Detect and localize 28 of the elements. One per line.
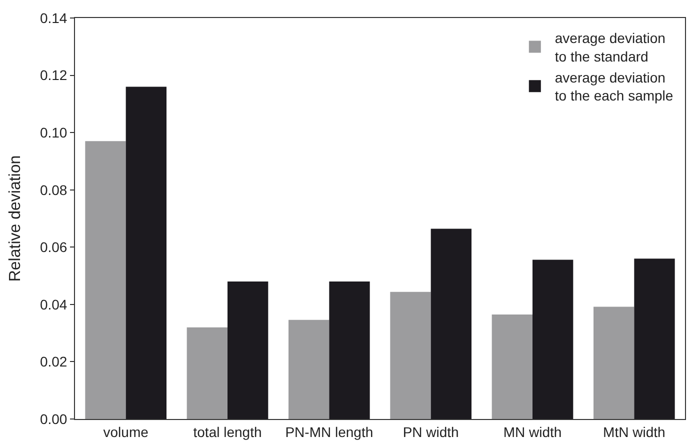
- x-tick-label: MN width: [503, 424, 562, 440]
- bar: [186, 327, 228, 419]
- y-tick-label: 0.06: [40, 239, 68, 256]
- bar: [228, 282, 268, 419]
- bar: [634, 258, 675, 419]
- x-tick-label: total length: [193, 424, 262, 440]
- bar: [390, 292, 431, 419]
- bar: [85, 141, 126, 419]
- x-tick-label: volume: [103, 424, 149, 440]
- y-tick-label: 0.04: [40, 296, 68, 312]
- bar: [329, 282, 370, 419]
- bar: [594, 306, 634, 419]
- y-axis-title: Relative deviation: [6, 155, 24, 282]
- y-tick-label: 0.08: [40, 182, 68, 198]
- x-tick-label: MtN width: [603, 424, 666, 440]
- x-tick-label: PN-MN length: [285, 424, 374, 440]
- y-tick-label: 0.10: [40, 124, 68, 140]
- legend-label: average deviation to the each sample: [554, 69, 674, 104]
- y-tick-label: 0.02: [40, 354, 68, 370]
- x-tick-label: PN width: [402, 424, 459, 440]
- bar: [492, 314, 532, 419]
- y-tick-label: 0.12: [40, 67, 68, 84]
- y-tick-label: 0.00: [40, 410, 68, 427]
- bar: [532, 260, 574, 419]
- bar: [126, 86, 166, 419]
- bar: [430, 228, 472, 419]
- bar: [288, 320, 330, 419]
- y-tick-label: 0.14: [40, 10, 68, 26]
